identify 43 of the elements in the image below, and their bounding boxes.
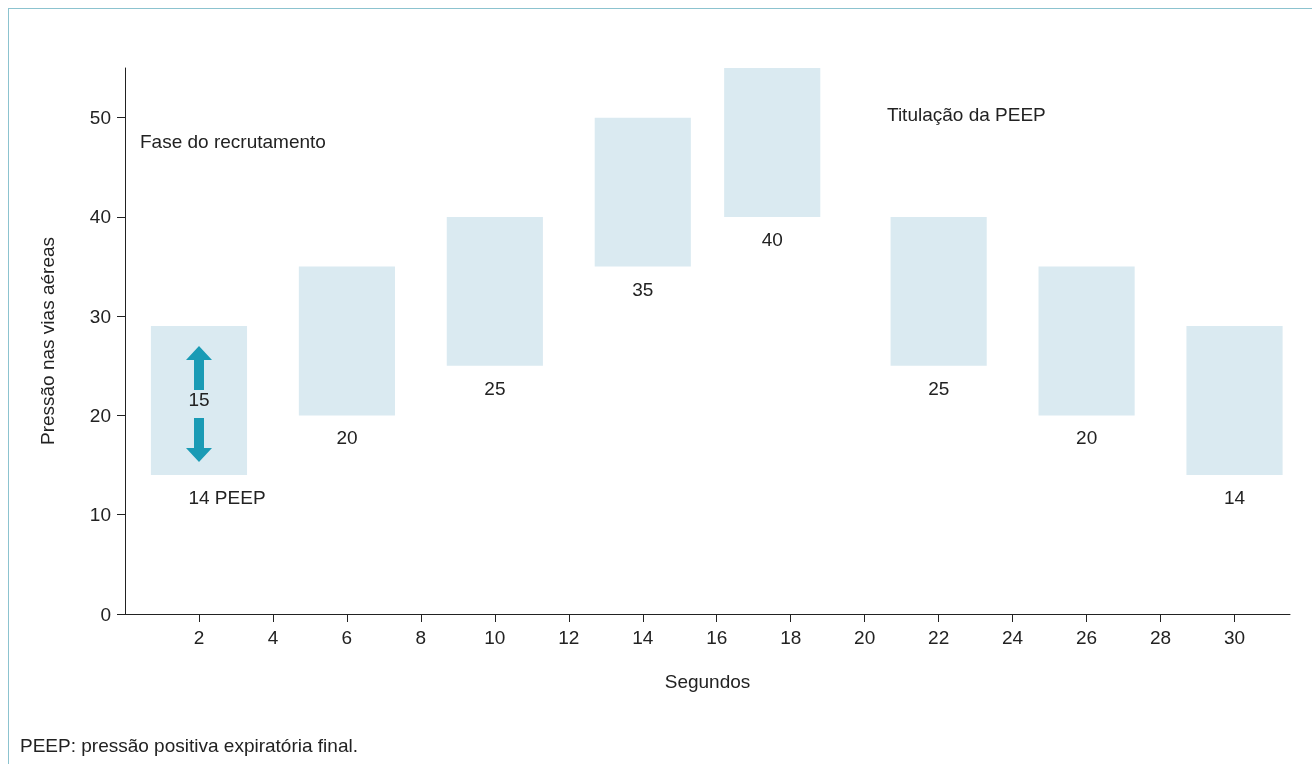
- y-axis-title: Pressão nas vias aéreas: [37, 236, 58, 446]
- annotation: 40: [761, 228, 783, 251]
- x-tick-label: 6: [341, 627, 353, 648]
- x-axis-title: Segundos: [664, 671, 751, 692]
- bar: [594, 117, 691, 267]
- annotation: 14: [1224, 487, 1246, 510]
- y-tick-label: 40: [89, 206, 111, 228]
- y-tick-label: 0: [100, 603, 111, 625]
- annotation: 20: [1076, 427, 1098, 450]
- x-tick-label: 12: [558, 627, 580, 648]
- x-tick-label: 26: [1076, 627, 1098, 648]
- x-tick-label: 2: [193, 627, 205, 648]
- x-tick-label: 10: [484, 627, 506, 648]
- bar: [1038, 266, 1135, 416]
- annotation: Fase do recrutamento: [140, 131, 326, 153]
- annotation: 25: [484, 377, 506, 400]
- x-tick-label: 8: [415, 627, 427, 648]
- bar: [298, 266, 395, 416]
- x-tick-label: 24: [1002, 627, 1024, 648]
- annotation: 20: [336, 427, 358, 450]
- y-tick-label: 10: [89, 504, 111, 526]
- bar: [446, 216, 543, 366]
- x-tick-label: 18: [780, 627, 802, 648]
- y-tick-label: 30: [89, 305, 111, 327]
- annotation: 35: [632, 278, 654, 301]
- y-tick-label: 20: [89, 404, 111, 426]
- bar: [150, 326, 248, 476]
- annotation: Titulação da PEEP: [887, 104, 1046, 126]
- x-tick-label: 22: [928, 627, 950, 648]
- x-tick-label: 14: [632, 627, 654, 648]
- annotation: 14 PEEP: [188, 487, 266, 510]
- x-tick-label: 16: [706, 627, 728, 648]
- annotation: 25: [928, 377, 950, 400]
- bar: [724, 68, 821, 217]
- x-tick-label: 30: [1223, 627, 1246, 648]
- x-tick-label: 28: [1149, 627, 1172, 648]
- x-tick-label: 4: [267, 627, 279, 648]
- bar: [1186, 326, 1283, 476]
- text: PEEP: pressão positiva expiratória final.: [20, 735, 358, 757]
- y-tick-label: 50: [89, 107, 111, 129]
- x-tick-label: 20: [854, 627, 876, 648]
- annotation: 15: [188, 388, 210, 411]
- bar: [890, 216, 987, 366]
